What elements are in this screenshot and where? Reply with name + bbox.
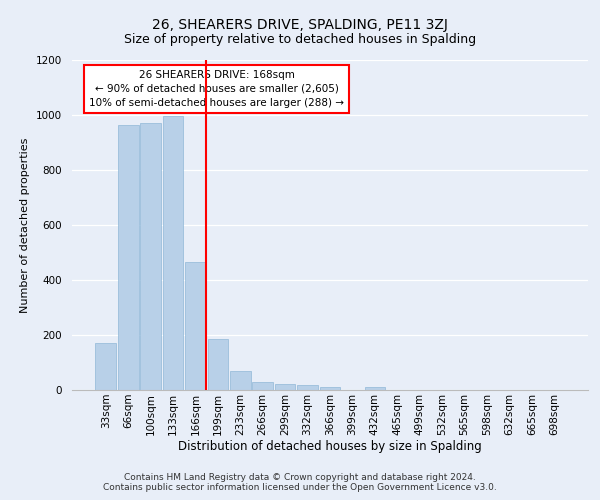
Bar xyxy=(208,339,228,390)
Bar xyxy=(95,343,116,390)
Bar xyxy=(320,386,340,390)
Text: 26, SHEARERS DRIVE, SPALDING, PE11 3ZJ: 26, SHEARERS DRIVE, SPALDING, PE11 3ZJ xyxy=(152,18,448,32)
Text: Contains HM Land Registry data © Crown copyright and database right 2024.
Contai: Contains HM Land Registry data © Crown c… xyxy=(103,473,497,492)
X-axis label: Distribution of detached houses by size in Spalding: Distribution of detached houses by size … xyxy=(178,440,482,454)
Bar xyxy=(365,386,385,390)
Text: Size of property relative to detached houses in Spalding: Size of property relative to detached ho… xyxy=(124,32,476,46)
Bar xyxy=(275,384,295,390)
Y-axis label: Number of detached properties: Number of detached properties xyxy=(20,138,31,312)
Bar xyxy=(140,123,161,390)
Bar xyxy=(163,116,184,390)
Bar xyxy=(297,385,318,390)
Bar xyxy=(230,371,251,390)
Bar xyxy=(185,262,206,390)
Text: 26 SHEARERS DRIVE: 168sqm
← 90% of detached houses are smaller (2,605)
10% of se: 26 SHEARERS DRIVE: 168sqm ← 90% of detac… xyxy=(89,70,344,108)
Bar xyxy=(253,382,273,390)
Bar xyxy=(118,124,139,390)
